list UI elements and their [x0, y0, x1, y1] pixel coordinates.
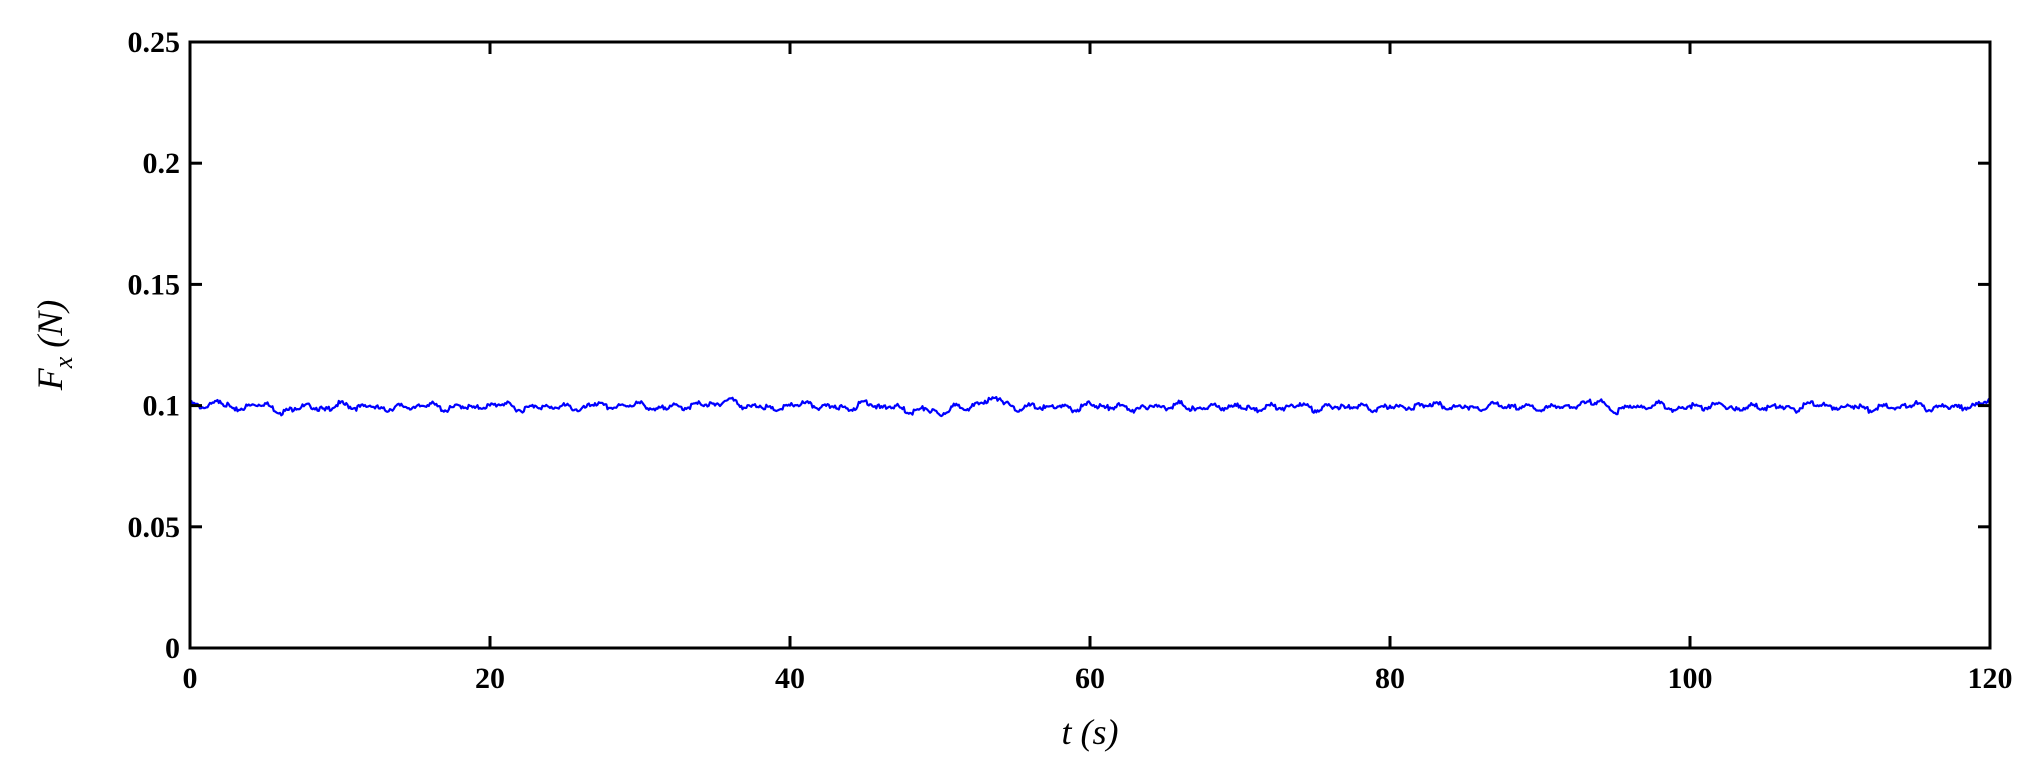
y-tick-label-0.15: 0.15 — [128, 268, 181, 301]
x-axis-label: t (s) — [1062, 712, 1119, 752]
x-tick-label-60: 60 — [1075, 662, 1105, 695]
x-tick-label-0: 0 — [183, 662, 198, 695]
y-tick-label-0: 0 — [165, 632, 180, 665]
y-axis-label-symbol: F — [30, 367, 70, 391]
x-tick-label-40: 40 — [775, 662, 805, 695]
y-axis-label: Fx (N) — [30, 300, 78, 392]
x-tick-label-120: 120 — [1968, 662, 2013, 695]
x-tick-label-100: 100 — [1668, 662, 1713, 695]
x-tick-label-20: 20 — [475, 662, 505, 695]
y-tick-label-0.1: 0.1 — [143, 390, 181, 423]
y-axis-label-subscript: x — [49, 356, 78, 369]
series-layer — [189, 396, 1991, 418]
plot-frame — [188, 40, 1992, 650]
x-tick-label-80: 80 — [1375, 662, 1405, 695]
y-axis-label-unit: (N) — [30, 300, 70, 357]
series-line-1 — [189, 396, 1991, 418]
y-tick-label-0.2: 0.2 — [143, 147, 181, 180]
label-layer: 0 20 40 60 80 100 120 0 0.05 0.1 0.15 0.2 0.25 — [128, 26, 2013, 695]
y-tick-label-0.25: 0.25 — [128, 26, 181, 59]
plot-area — [190, 42, 1990, 648]
y-tick-label-0.05: 0.05 — [128, 511, 181, 544]
